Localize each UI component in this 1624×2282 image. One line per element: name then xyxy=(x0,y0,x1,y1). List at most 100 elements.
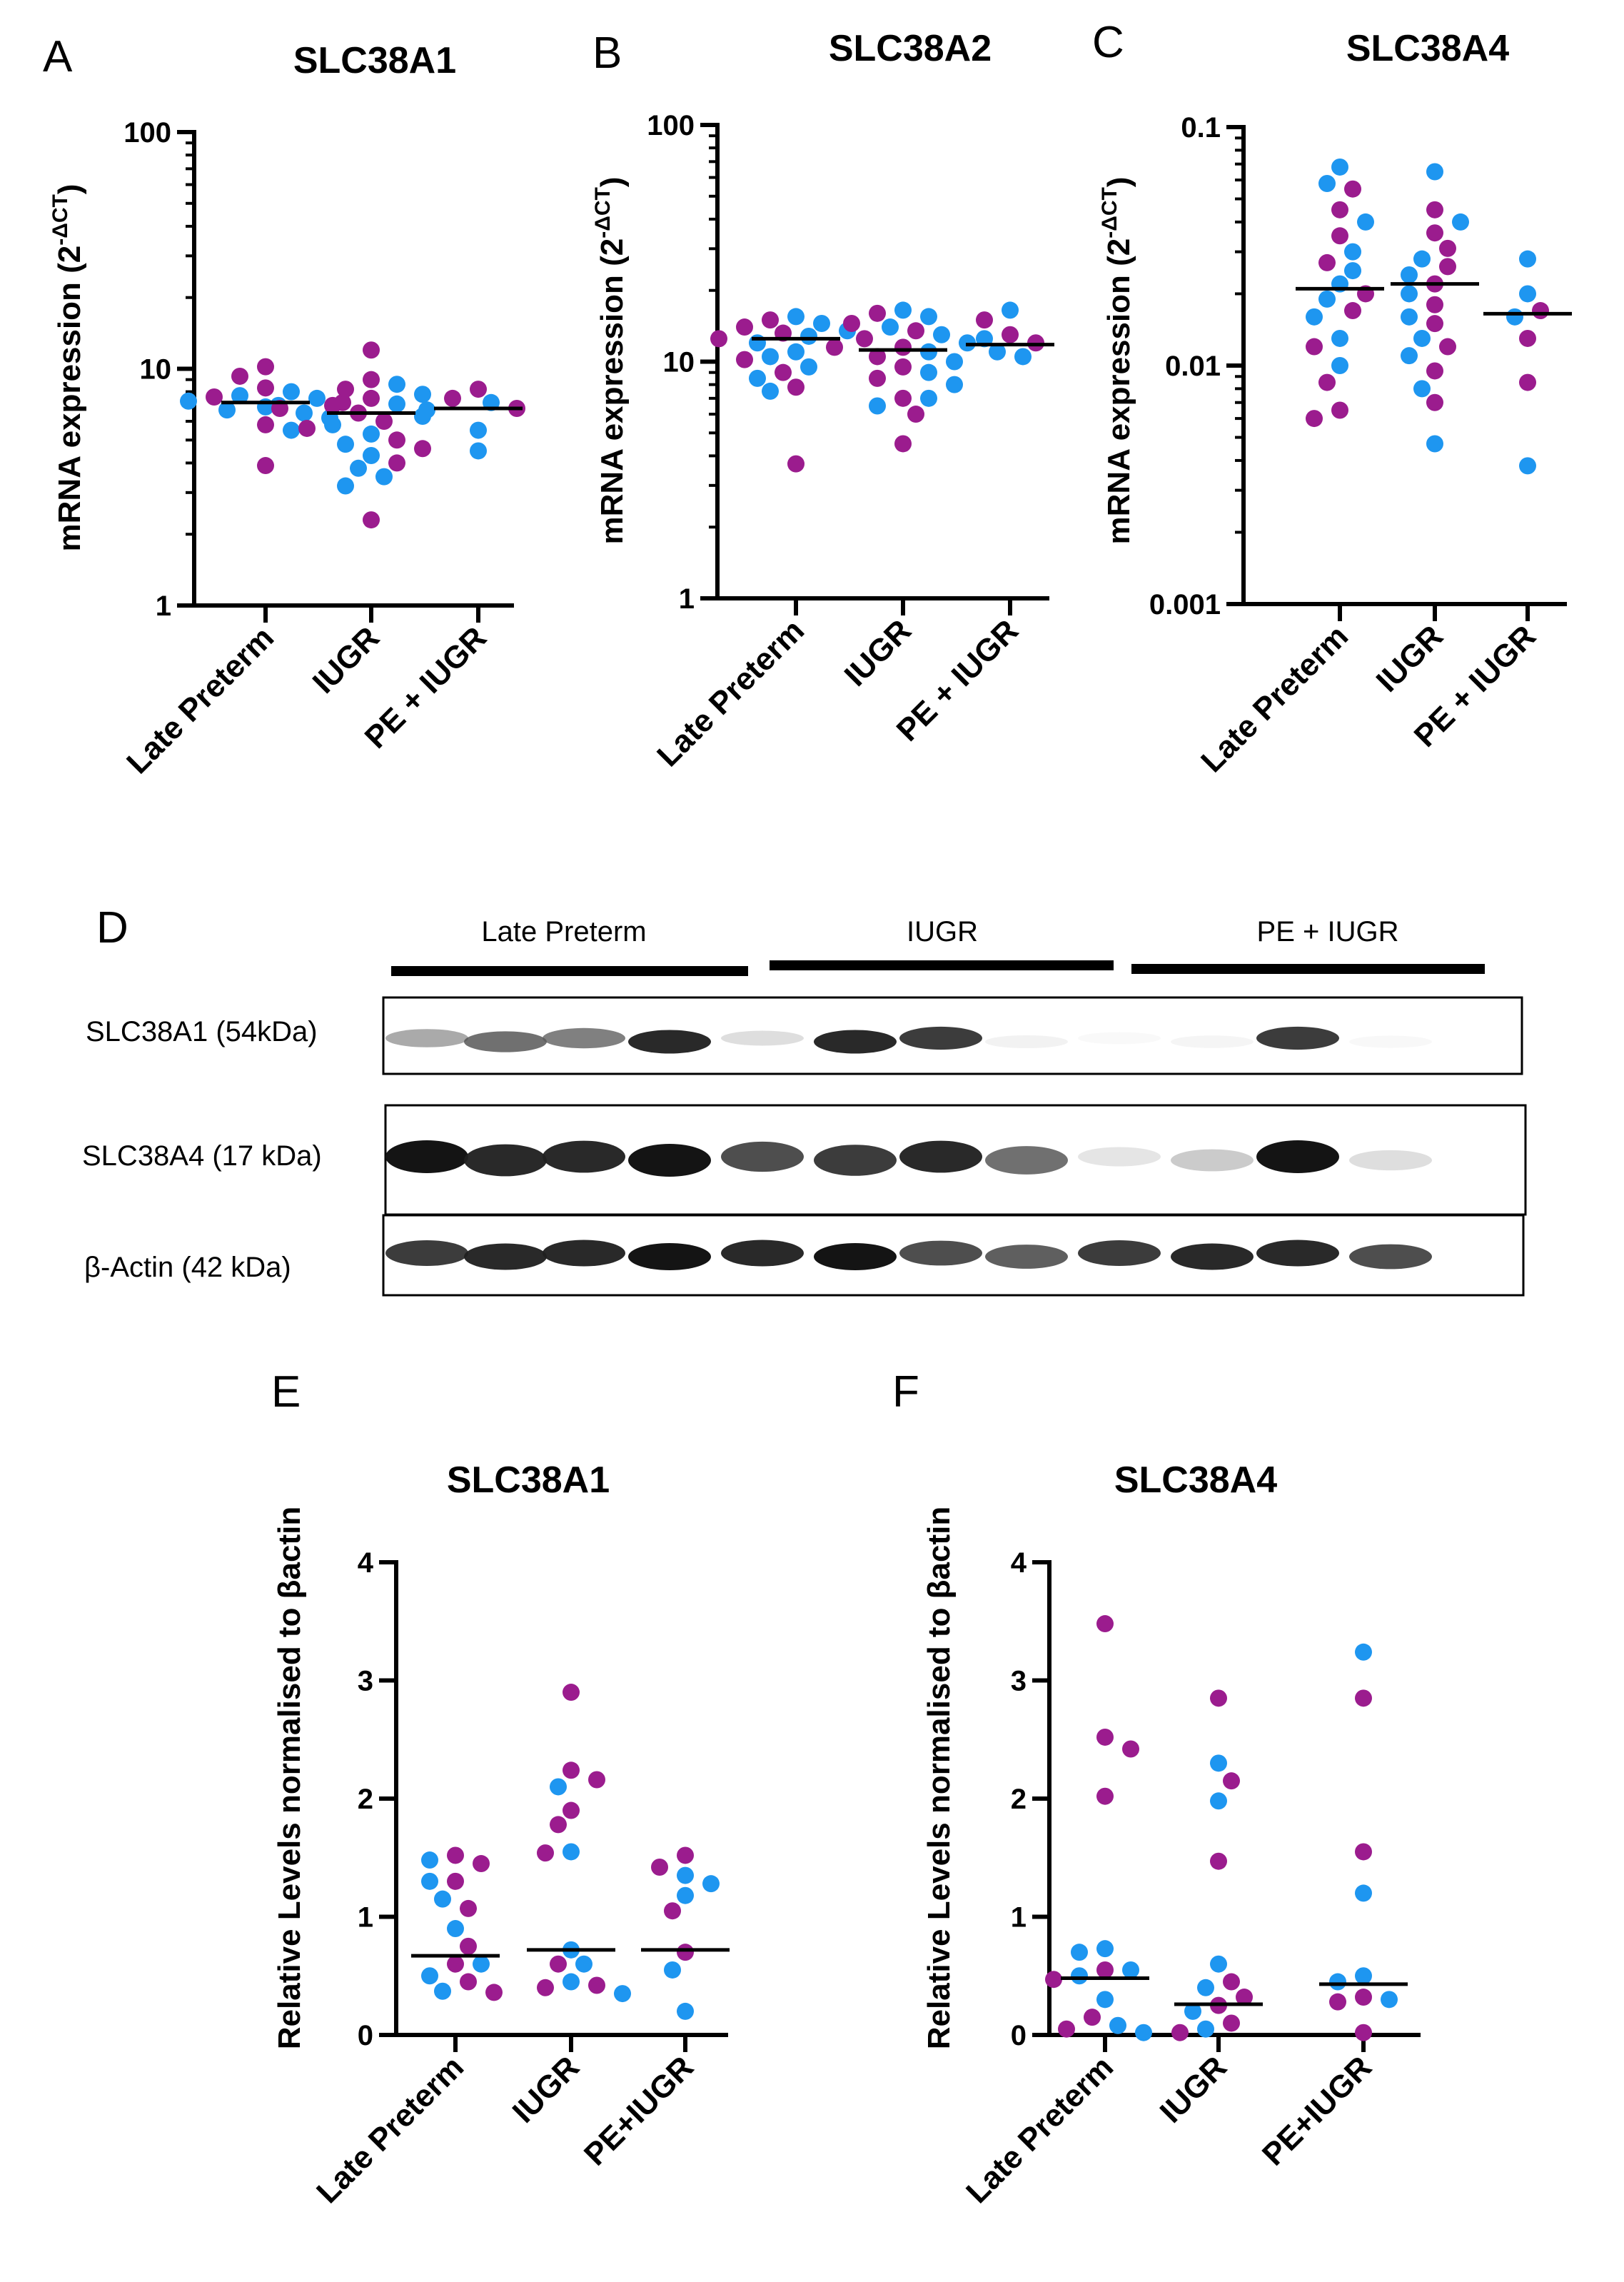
panel-a-letter: A xyxy=(43,32,73,81)
blot-strip-slc38a1 xyxy=(382,996,1523,1075)
data-point xyxy=(388,454,405,472)
data-point xyxy=(1401,285,1418,303)
data-point xyxy=(762,311,779,329)
data-point xyxy=(563,1973,580,1991)
data-point xyxy=(537,1844,554,1862)
data-point xyxy=(933,326,950,343)
data-point xyxy=(1506,308,1523,326)
y-tick-label: 1 xyxy=(1011,1902,1027,1934)
data-point xyxy=(298,419,316,437)
y-tick-label: 100 xyxy=(647,110,695,141)
data-point xyxy=(363,341,380,359)
blot-band xyxy=(464,1031,547,1052)
blot-band xyxy=(543,1027,625,1049)
data-point xyxy=(231,367,248,385)
data-point xyxy=(894,338,912,356)
data-point xyxy=(1210,1792,1227,1810)
data-point xyxy=(257,358,274,376)
data-point xyxy=(1318,373,1336,391)
data-point xyxy=(324,416,341,433)
data-point xyxy=(856,330,873,348)
data-point xyxy=(388,376,405,393)
x-category-label: PE+IUGR xyxy=(1256,2049,1378,2172)
data-point xyxy=(414,440,431,458)
blot-band xyxy=(1256,1026,1339,1050)
blot-band xyxy=(1078,1240,1161,1266)
panel-a-title: SLC38A1 xyxy=(293,40,456,81)
data-point xyxy=(1519,457,1536,475)
x-category-label: IUGR xyxy=(506,2049,586,2129)
y-tick-label: 1 xyxy=(156,590,171,622)
data-point xyxy=(677,2002,694,2020)
data-point xyxy=(800,327,817,345)
data-point xyxy=(337,477,354,495)
blot-band xyxy=(385,1029,468,1047)
x-category-label: IUGR xyxy=(1370,618,1450,698)
panel-c-y-axis-label: mRNA expression (2-ΔCT) xyxy=(1098,177,1136,545)
panel-f-chart: F SLC38A4 Relative Levels normalised to … xyxy=(892,1367,1421,2210)
blot-band xyxy=(1256,1240,1339,1267)
blot-group-label-iugr: IUGR xyxy=(907,916,978,948)
blot-band xyxy=(464,1243,547,1270)
data-point xyxy=(550,1816,567,1834)
data-point xyxy=(1096,1787,1114,1805)
data-point xyxy=(1223,2014,1240,2032)
data-point xyxy=(550,1778,567,1796)
y-tick-label: 10 xyxy=(140,354,172,386)
data-point xyxy=(1071,1967,1088,1985)
data-point xyxy=(1426,224,1443,242)
blot-band xyxy=(814,1030,897,1054)
data-point xyxy=(470,421,487,439)
data-point xyxy=(1519,373,1536,391)
data-point xyxy=(1331,201,1348,218)
data-point xyxy=(231,387,248,405)
data-point xyxy=(1426,362,1443,380)
data-point xyxy=(563,1684,580,1702)
data-point xyxy=(677,1866,694,1884)
blot-band xyxy=(1171,1243,1254,1270)
data-point xyxy=(1519,285,1536,303)
data-point xyxy=(787,455,805,473)
data-point xyxy=(1122,1740,1139,1758)
panel-c-letter: C xyxy=(1092,18,1124,67)
panel-c-chart: C SLC38A4 mRNA expression (2-ΔCT) 0.001 0… xyxy=(1092,18,1572,779)
blot-band xyxy=(1349,1244,1432,1270)
data-point xyxy=(1426,393,1443,411)
data-point xyxy=(1210,1955,1227,1973)
data-point xyxy=(1002,301,1019,319)
data-point xyxy=(869,369,886,387)
y-tick-label: 1 xyxy=(358,1902,373,1934)
data-point xyxy=(894,389,912,407)
data-point xyxy=(920,389,937,407)
blot-band xyxy=(1256,1140,1339,1173)
data-point xyxy=(1413,380,1431,398)
data-point xyxy=(1331,329,1348,347)
x-category-label: PE+IUGR xyxy=(578,2049,700,2172)
data-point xyxy=(388,431,405,449)
data-point xyxy=(421,1967,438,1985)
data-point xyxy=(473,1955,490,1973)
data-point xyxy=(363,425,380,443)
blot-band xyxy=(1349,1035,1432,1048)
blot-band xyxy=(385,1140,468,1173)
panel-f-y-axis-label: Relative Levels normalised to βactin xyxy=(922,1507,957,2049)
data-point xyxy=(421,1872,438,1890)
data-point xyxy=(283,421,300,439)
data-point xyxy=(1096,1940,1114,1958)
blot-band xyxy=(985,1035,1068,1049)
panel-d-letter: D xyxy=(96,903,128,952)
data-point xyxy=(869,348,886,366)
panel-a-chart: A SLC38A1 mRNA expression (2-ΔCT) 1 10 100… xyxy=(43,32,525,780)
data-point xyxy=(677,1846,694,1864)
data-point xyxy=(1318,253,1336,271)
y-tick-label: 10 xyxy=(663,347,695,378)
data-point xyxy=(1236,1989,1253,2006)
data-point xyxy=(1355,1643,1372,1661)
panel-f-title: SLC38A4 xyxy=(1114,1459,1277,1501)
data-point xyxy=(1329,1993,1346,2011)
data-point xyxy=(800,358,817,376)
panel-e-letter: E xyxy=(271,1367,301,1417)
data-point xyxy=(206,388,223,406)
blot-band xyxy=(628,1030,711,1054)
data-point xyxy=(1058,2020,1075,2038)
